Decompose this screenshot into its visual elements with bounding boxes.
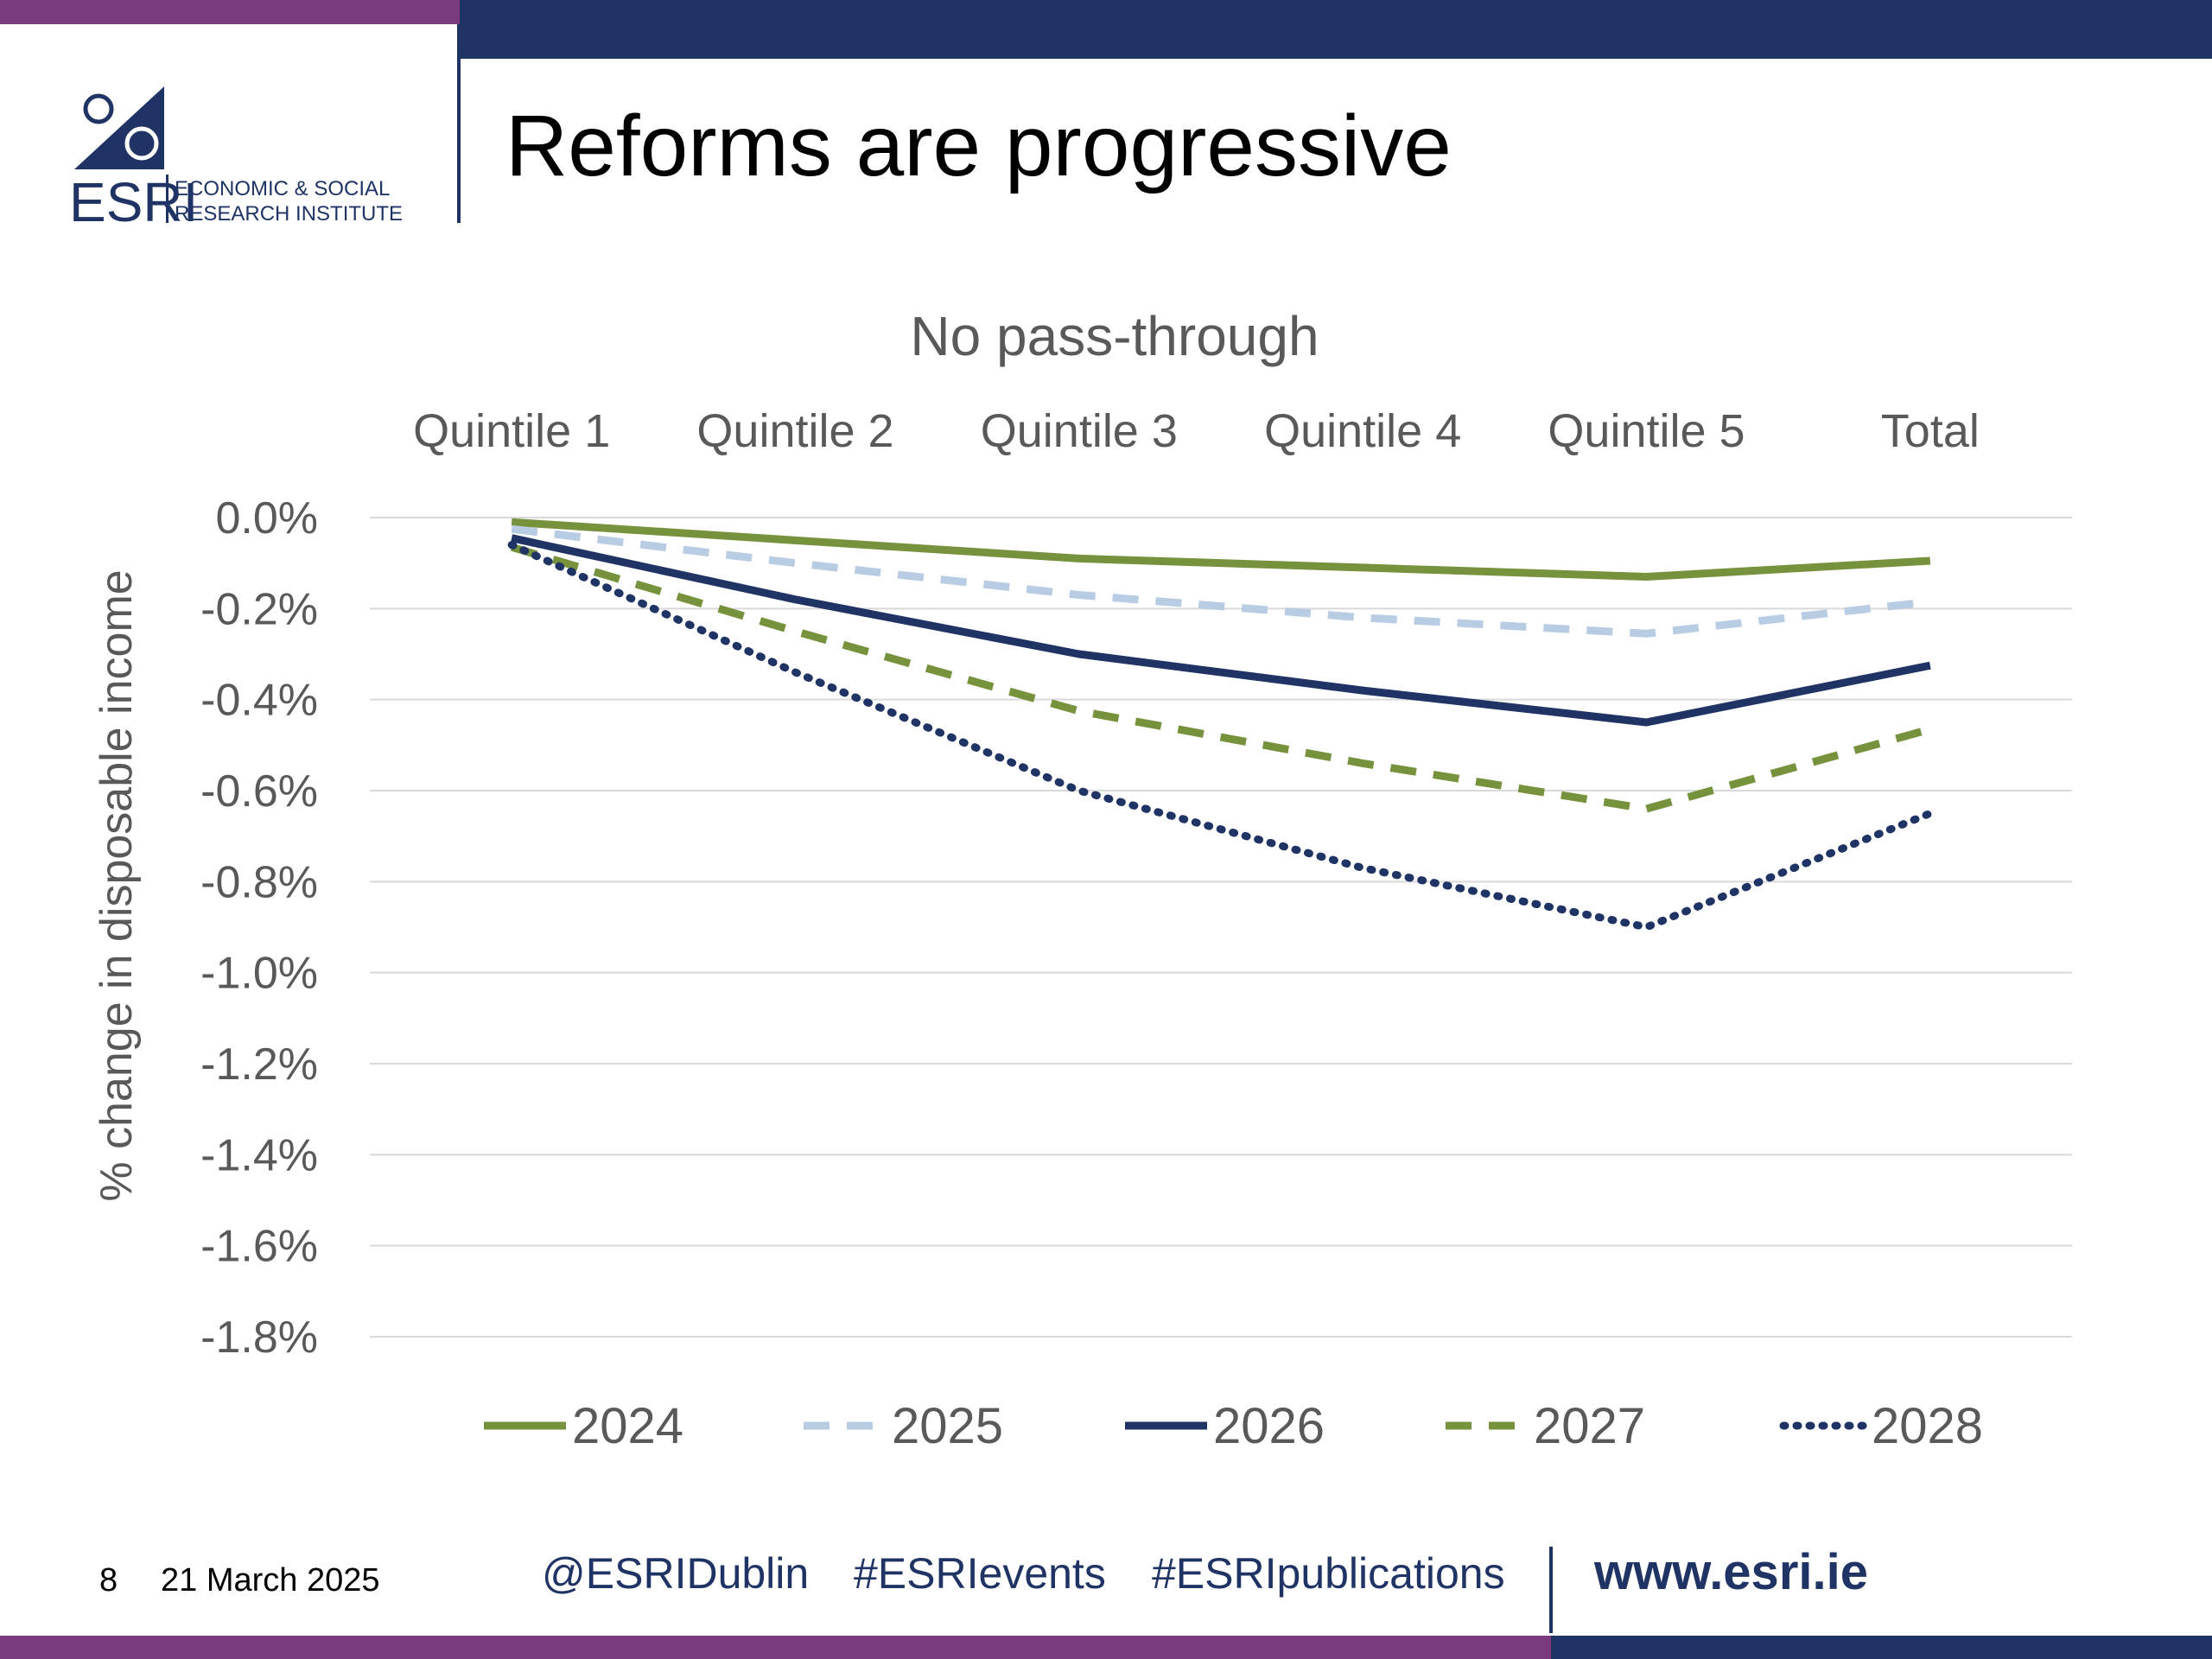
y-tick-label: -1.0% (200, 949, 318, 999)
legend: 2024 2025 2026 2027 2028 (484, 1398, 1983, 1454)
series-line-2027 (510, 543, 1932, 813)
header-divider (457, 24, 461, 223)
footer-date: 21 March 2025 (161, 1562, 380, 1599)
series-line-2026 (511, 534, 1931, 727)
bottom-purple-bar (0, 1636, 1551, 1659)
y-tick-label: -0.2% (200, 584, 318, 634)
category-label: Quintile 4 (1264, 405, 1461, 457)
publications-hashtag[interactable]: #ESRIpublications (1152, 1549, 1505, 1598)
legend-label: 2024 (572, 1398, 683, 1454)
page-title: Reforms are progressive (505, 98, 1452, 194)
website-link[interactable]: www.esri.ie (1594, 1544, 1868, 1600)
gridlines (370, 517, 2072, 1338)
logo-circle-top (83, 93, 114, 124)
category-label: Quintile 2 (696, 405, 893, 457)
series-line-2025 (511, 524, 1931, 638)
legend-label: 2028 (1872, 1398, 1983, 1454)
legend-label: 2026 (1213, 1398, 1325, 1454)
category-label: Total (1881, 405, 1980, 457)
category-label: Quintile 5 (1548, 405, 1745, 457)
y-tick-label: 0.0% (215, 493, 318, 543)
y-tick-label: -1.8% (200, 1313, 318, 1363)
page-number: 8 (99, 1562, 118, 1599)
logo-acronym: ESRI (69, 171, 198, 230)
line-chart: No pass-through % change in disposable i… (92, 305, 2072, 1454)
esri-logo: ESRI ECONOMIC & SOCIAL RESEARCH INSTITUT… (69, 86, 403, 230)
y-tick-labels: 0.0% -0.2% -0.4% -0.6% -0.8% -1.0% -1.2% -1.4% -… (200, 493, 318, 1363)
y-tick-label: -1.6% (200, 1222, 318, 1272)
footer-divider (1549, 1547, 1553, 1633)
legend-label: 2025 (892, 1398, 1003, 1454)
y-tick-label: -1.2% (200, 1039, 318, 1090)
y-tick-label: -1.4% (200, 1130, 318, 1180)
y-tick-label: -0.4% (200, 676, 318, 726)
events-hashtag[interactable]: #ESRIevents (854, 1549, 1106, 1598)
series-line-2024 (511, 518, 1931, 581)
logo-line-1: ECONOMIC & SOCIAL (175, 177, 390, 200)
logo-circle-bottom (124, 126, 159, 161)
series-lines (507, 518, 1935, 931)
y-tick-label: -0.8% (200, 857, 318, 907)
logo-line-2: RESEARCH INSTITUTE (175, 202, 403, 226)
category-labels: Quintile 1 Quintile 2 Quintile 3 Quintile 4… (413, 405, 1980, 457)
series-line-2028 (507, 541, 1935, 931)
legend-label: 2027 (1534, 1398, 1645, 1454)
chart-title: No pass-through (910, 305, 1319, 367)
category-label: Quintile 3 (981, 405, 1178, 457)
twitter-handle[interactable]: @ESRIDublin (542, 1549, 810, 1598)
y-axis-label: % change in disposable income (92, 569, 142, 1201)
logo-triangle-shape (74, 86, 164, 169)
logo-divider (166, 175, 168, 223)
bottom-navy-bar (1551, 1636, 2212, 1659)
top-navy-bar (460, 0, 2212, 59)
category-label: Quintile 1 (413, 405, 610, 457)
y-tick-label: -0.6% (200, 766, 318, 817)
top-purple-bar (0, 0, 460, 24)
